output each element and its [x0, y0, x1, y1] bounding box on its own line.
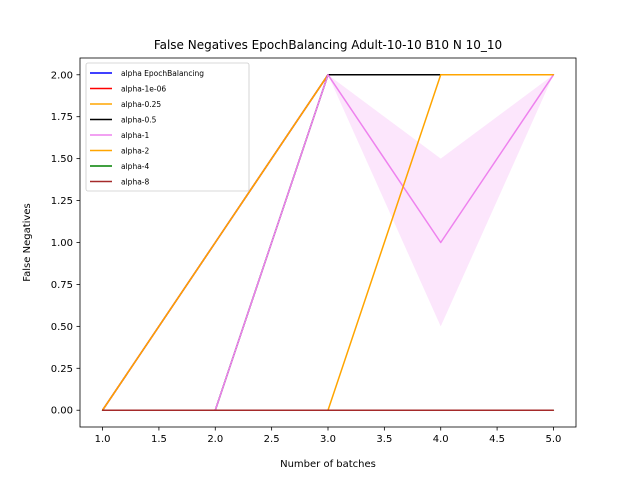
x-tick-label: 2.5: [264, 434, 280, 445]
x-tick-label: 3.0: [320, 434, 336, 445]
confidence-bands: [102, 74, 554, 411]
y-tick-label: 1.75: [51, 112, 73, 123]
y-tick-label: 0.00: [51, 406, 73, 417]
y-tick-label: 1.25: [51, 196, 73, 207]
x-tick-label: 4.0: [433, 434, 449, 445]
x-axis: 1.0 1.5 2.0 2.5 3.0 3.5 4.0 4.5 5.0: [95, 427, 562, 445]
data-point: [440, 409, 442, 411]
data-point: [214, 241, 216, 244]
plot-area: [79, 57, 577, 428]
y-tick-label: 2.00: [51, 70, 73, 81]
y-tick-label: 0.50: [51, 322, 73, 333]
legend-label: alpha EpochBalancing: [121, 69, 204, 78]
legend-label: alpha-0.25: [121, 100, 161, 109]
legend-label: alpha-8: [121, 177, 149, 186]
y-tick-label: 0.25: [51, 364, 73, 375]
x-tick-label: 5.0: [546, 434, 562, 445]
legend-box: [85, 62, 250, 192]
legend-label: alpha-0.5: [121, 115, 157, 124]
data-point: [552, 409, 555, 411]
data-point: [440, 241, 442, 244]
y-axis: 0.00 0.25 0.50 0.75 1.00 1.25 1.50 1.75 2.00: [51, 70, 80, 417]
y-tick-label: 1.50: [51, 154, 73, 165]
y-tick-label: 0.75: [51, 280, 73, 291]
x-tick-label: 3.5: [376, 434, 392, 445]
y-axis-label: False Negatives: [22, 203, 33, 281]
legend-label: alpha-4: [121, 162, 149, 171]
legend-label: alpha-2: [121, 146, 149, 155]
y-tick-label: 1.00: [51, 238, 73, 249]
chart-title: False Negatives EpochBalancing Adult-10-…: [154, 38, 502, 52]
series-lines: [101, 74, 555, 411]
data-point: [440, 74, 442, 76]
data-point: [552, 74, 555, 76]
confidence-band: [102, 74, 554, 411]
data-point: [327, 74, 329, 76]
x-tick-label: 2.0: [207, 434, 223, 445]
legend-label: alpha-1e-06: [121, 84, 166, 93]
legend: alpha EpochBalancing alpha-1e-06 alpha-0.2…: [85, 62, 250, 192]
x-tick-label: 1.5: [151, 434, 167, 445]
data-point: [101, 409, 104, 411]
x-axis-label: Number of batches: [280, 459, 376, 470]
data-point: [327, 409, 329, 411]
x-tick-label: 1.0: [95, 434, 111, 445]
data-point: [214, 409, 216, 411]
x-tick-label: 4.5: [489, 434, 505, 445]
legend-label: alpha-1: [121, 131, 149, 140]
